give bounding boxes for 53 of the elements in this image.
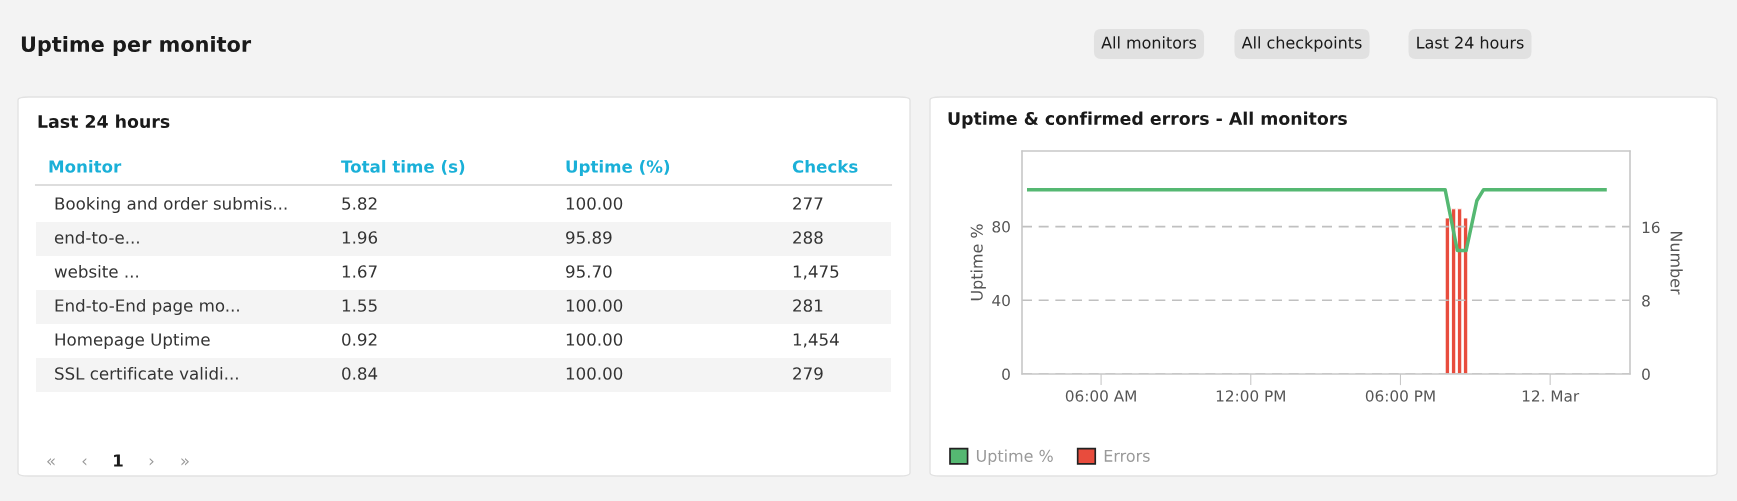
y-axis-title: Uptime %: [970, 224, 986, 301]
text: 1.96: [342, 231, 378, 244]
y-tick-label: 0: [1002, 368, 1010, 381]
text: 1,454: [793, 333, 839, 348]
text: 1: [114, 454, 123, 467]
x-tick-label: 06:00 AM: [1065, 390, 1136, 402]
text: 277: [793, 197, 823, 210]
y2-tick-label: 16: [1642, 221, 1660, 234]
text: Last 24 hours: [1417, 36, 1524, 49]
text: ›: [149, 457, 154, 466]
text: Uptime per monitor: [21, 35, 252, 57]
text: 288: [793, 231, 823, 244]
y-tick-label: 80: [992, 221, 1010, 233]
text: 100.00: [566, 299, 623, 312]
text: 0.92: [342, 333, 377, 346]
text: 279: [793, 367, 823, 380]
text: SSL certificate validi...: [55, 366, 238, 380]
text: Checks: [792, 159, 858, 173]
y2-axis-title: Number: [1670, 231, 1683, 295]
text: ‹: [82, 457, 87, 466]
text: All monitors: [1101, 36, 1197, 49]
text: 100.00: [566, 367, 623, 380]
text: Total time (s): [341, 159, 465, 175]
chart-title: Uptime & confirmed errors - All monitors: [948, 111, 1347, 129]
text: 5.82: [342, 197, 377, 210]
text: 100.00: [566, 197, 623, 210]
text: »: [181, 457, 189, 466]
x-tick-label: 06:00 PM: [1365, 390, 1435, 402]
x-tick-label: 12:00 PM: [1216, 390, 1285, 402]
text: Homepage Uptime: [55, 332, 210, 350]
text: Booking and order submis...: [55, 196, 287, 214]
text: Uptime (%): [566, 159, 670, 177]
y2-tick-label: 0: [1642, 368, 1650, 381]
text: «: [47, 457, 55, 466]
legend-label: Errors: [1104, 450, 1150, 462]
text: End-to-End page mo...: [55, 298, 239, 316]
legend-label: Uptime %: [976, 449, 1053, 465]
text: 1,475: [793, 265, 839, 280]
text: end-to-e...: [54, 230, 139, 244]
y2-tick-label: 8: [1642, 295, 1650, 307]
text: 1.67: [342, 265, 377, 278]
text: 95.70: [566, 265, 612, 278]
text: 1.55: [342, 299, 377, 312]
text: 95.89: [566, 231, 612, 244]
text: Monitor: [49, 159, 122, 173]
text: 100.00: [566, 333, 623, 346]
y-tick-label: 40: [992, 294, 1010, 307]
x-tick-label: 12. Mar: [1522, 390, 1580, 402]
text: All checkpoints: [1241, 36, 1362, 52]
text: 0.84: [342, 367, 378, 380]
text: Last 24 hours: [38, 114, 170, 129]
text: 281: [793, 299, 823, 312]
text: website ...: [54, 264, 138, 278]
